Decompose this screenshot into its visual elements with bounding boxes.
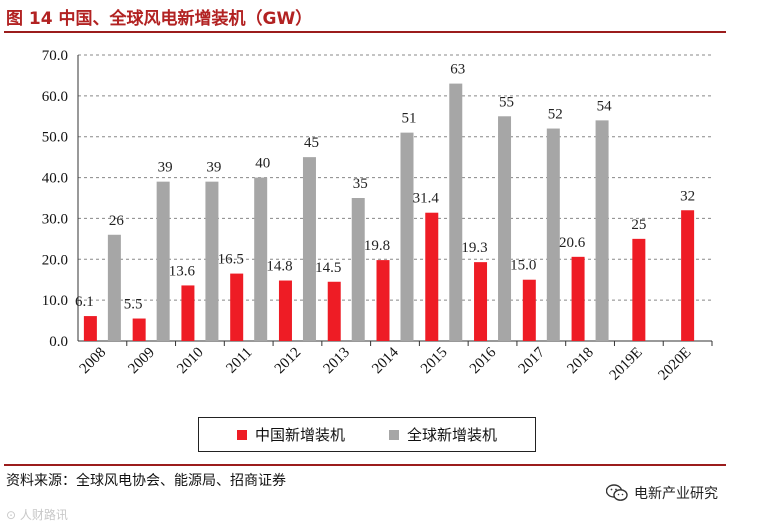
data-label-global: 52 [548, 107, 563, 123]
bar-china [278, 280, 292, 341]
y-tick-label: 0.0 [49, 334, 68, 350]
x-tick-label: 2012 [272, 345, 305, 378]
title-divider [4, 31, 726, 33]
data-label-global: 35 [353, 176, 368, 192]
bar-global [302, 157, 316, 341]
y-tick-label: 20.0 [42, 252, 68, 268]
bar-china [132, 318, 146, 341]
wechat-account-name: 电新产业研究 [634, 486, 718, 502]
data-label-china: 14.8 [266, 259, 292, 275]
data-label-global: 63 [450, 62, 465, 78]
data-label-global: 39 [158, 160, 173, 176]
watermark: ⊙ 人财路讯 [6, 506, 68, 523]
bar-china [425, 212, 439, 341]
bar-china [181, 285, 195, 341]
legend-label-global: 全球新增装机 [407, 426, 498, 444]
y-tick-label: 60.0 [42, 89, 68, 105]
legend-swatch-china [236, 429, 247, 440]
data-label-global: 55 [499, 94, 514, 110]
data-label-china: 19.8 [364, 238, 390, 254]
bar-chart: 0.0 10.0 20.0 30.0 40.0 50.0 60.0 70.0 6.1 26 2008… [42, 48, 713, 384]
legend-item-china: 中国新增装机 [236, 424, 345, 445]
source-divider [4, 464, 726, 466]
y-tick-label: 50.0 [42, 130, 68, 146]
bar-china [681, 210, 695, 341]
x-tick-label: 2011 [223, 345, 255, 377]
data-label-china: 14.5 [315, 260, 341, 276]
bar-china [376, 260, 390, 341]
chart-legend: 中国新增装机 全球新增装机 [198, 417, 536, 452]
bar-global [351, 198, 365, 341]
bar-china [83, 316, 97, 341]
bar-global [107, 234, 121, 341]
data-label-global: 45 [304, 135, 319, 151]
bar-global [546, 128, 560, 341]
data-label-china: 19.3 [461, 240, 487, 256]
x-tick-label: 2013 [321, 345, 354, 378]
x-tick-label: 2018 [564, 345, 597, 378]
x-tick-label: 2010 [174, 345, 207, 378]
x-tick-label: 2014 [369, 344, 402, 377]
data-label-global: 39 [206, 160, 221, 176]
legend-label-china: 中国新增装机 [254, 426, 345, 444]
y-tick-label: 40.0 [42, 171, 68, 187]
x-tick-label: 2017 [516, 344, 549, 377]
x-tick-label: 2015 [418, 345, 451, 378]
watermark-logo-icon: ⊙ [6, 508, 17, 522]
data-label-china: 16.5 [218, 252, 244, 268]
x-tick-label: 2008 [77, 345, 110, 378]
x-tick-label: 2020E [655, 345, 694, 384]
data-label-global: 26 [109, 213, 125, 229]
data-label-global: 40 [255, 156, 270, 172]
bar-global [595, 120, 609, 341]
bar-china [327, 281, 341, 341]
data-label-china: 5.5 [124, 297, 143, 313]
bar-global [156, 181, 170, 341]
data-label-china: 31.4 [413, 191, 440, 207]
legend-item-global: 全球新增装机 [389, 424, 497, 445]
bar-global [449, 83, 463, 341]
bar-china [632, 238, 646, 341]
data-label-global: 54 [597, 98, 613, 114]
bar-china [474, 262, 488, 341]
bar-china [230, 273, 244, 341]
source-note: 资料来源：全球风电协会、能源局、招商证券 [6, 473, 286, 489]
data-label-global: 51 [402, 111, 417, 127]
legend-swatch-global [389, 429, 399, 440]
y-tick-label: 70.0 [42, 48, 68, 64]
data-label-china: 20.6 [559, 235, 586, 251]
data-label-china: 32 [680, 188, 695, 204]
data-label-china: 15.0 [510, 258, 536, 274]
data-label-china: 25 [631, 217, 646, 233]
bar-global [498, 116, 512, 342]
data-label-china: 6.1 [75, 294, 94, 310]
y-tick-label: 30.0 [42, 211, 68, 227]
x-tick-label: 2016 [467, 344, 500, 377]
bar-global [400, 132, 414, 341]
y-tick-label: 10.0 [42, 293, 68, 309]
x-tick-label: 2009 [125, 345, 158, 378]
data-label-china: 13.6 [169, 263, 196, 279]
x-tick-label: 2019E [607, 345, 646, 384]
figure-title: 图 14 中国、全球风电新增装机（GW） [6, 9, 313, 29]
bar-china [522, 279, 536, 341]
wechat-account: 电新产业研究 [606, 483, 718, 503]
bar-china [571, 256, 585, 341]
watermark-text: 人财路讯 [19, 508, 68, 522]
bar-global [205, 181, 219, 341]
bar-global [254, 177, 268, 341]
wechat-icon [606, 484, 628, 501]
